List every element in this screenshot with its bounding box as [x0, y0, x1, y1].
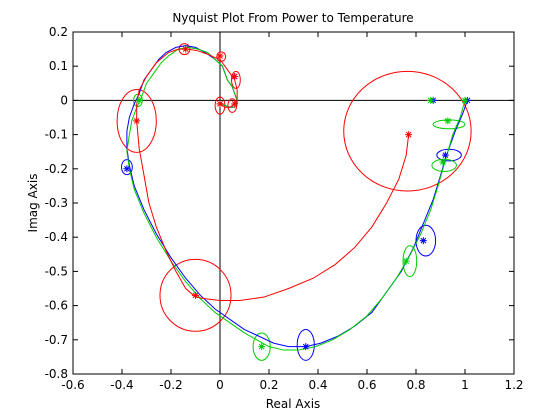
x-axis-label: Real Axis: [266, 397, 321, 411]
marker-asterisk: [405, 131, 413, 139]
frequency-marker-5: [302, 343, 310, 351]
marker-asterisk: [427, 96, 435, 104]
x-tick-label: 0.2: [259, 378, 278, 392]
marker-asterisk: [444, 117, 452, 125]
x-tick-label: -0.2: [159, 378, 182, 392]
frequency-marker-3: [441, 151, 449, 159]
y-axis-label: Imag Axis: [26, 174, 40, 233]
frequency-marker-16: [192, 291, 199, 299]
marker-asterisk: [441, 151, 449, 159]
uncertainty-ellipse-16: [431, 158, 457, 173]
marker-asterisk: [258, 343, 266, 351]
y-tick-label: 0.2: [49, 25, 68, 39]
frequency-marker-13: [258, 343, 266, 351]
marker-asterisk: [461, 96, 469, 104]
frequency-marker-4: [419, 237, 427, 245]
y-tick-label: -0.1: [45, 128, 68, 142]
uncertainty-ellipse-6: [231, 70, 241, 89]
y-ticks: 0.2 0.1 0 -0.1 -0.2 -0.3 -0.4 -0.5 -0.6 -0.7 -0.8: [45, 25, 514, 381]
y-tick-label: -0.5: [45, 264, 68, 278]
frequency-marker-17: [133, 117, 141, 125]
marker-asterisk: [231, 72, 239, 80]
y-tick-label: -0.4: [45, 230, 68, 244]
x-tick-label: 1: [461, 378, 469, 392]
y-tick-label: 0.1: [49, 59, 68, 73]
y-tick-label: -0.2: [45, 162, 68, 176]
frequency-marker-10: [444, 117, 452, 125]
y-tick-label: -0.8: [45, 367, 68, 381]
frequency-marker-14: [135, 96, 143, 104]
frequency-marker-18: [182, 45, 190, 53]
x-tick-label: 0.6: [357, 378, 376, 392]
frequency-marker-19: [216, 52, 224, 60]
series-lines: [126, 45, 468, 351]
frequency-marker-21: [231, 100, 239, 108]
zero-lines: [73, 32, 514, 374]
marker-asterisk: [182, 45, 190, 53]
marker-asterisk: [216, 52, 224, 60]
y-tick-label: 0: [60, 93, 68, 107]
marker-asterisk: [216, 100, 224, 108]
frequency-marker-22: [216, 100, 224, 108]
x-ticks: -0.6 -0.4 -0.2 0 0.2 0.4 0.6 0.8 1 1.2: [61, 32, 524, 392]
frequency-marker-11: [439, 158, 447, 166]
x-tick-label: 0.4: [308, 378, 327, 392]
x-tick-label: -0.4: [110, 378, 133, 392]
marker-asterisk: [419, 237, 427, 245]
y-tick-label: -0.6: [45, 299, 68, 313]
frequency-marker-6: [123, 165, 131, 173]
uncertainty-ellipse-1: [343, 70, 472, 192]
frequency-marker-15: [405, 131, 413, 139]
marker-asterisk: [231, 100, 239, 108]
plot-area: [73, 32, 514, 374]
x-tick-label: 0: [216, 378, 224, 392]
series-line-2: [126, 46, 466, 351]
marker-asterisk: [192, 291, 199, 299]
y-tick-label: -0.7: [45, 333, 68, 347]
x-tick-label: 1.2: [504, 378, 523, 392]
uncertainty-ellipse-2: [159, 258, 232, 332]
marker-asterisk: [135, 96, 143, 104]
y-tick-label: -0.3: [45, 196, 68, 210]
frequency-marker-9: [427, 96, 435, 104]
series-line-3: [136, 48, 410, 301]
frequency-markers: [123, 45, 471, 351]
marker-asterisk: [133, 117, 141, 125]
frequency-marker-8: [461, 96, 469, 104]
frequency-marker-12: [402, 257, 410, 265]
uncertainty-ellipse-3: [116, 88, 157, 153]
marker-asterisk: [302, 343, 310, 351]
marker-asterisk: [123, 165, 131, 173]
marker-asterisk: [439, 158, 447, 166]
chart-title: Nyquist Plot From Power to Temperature: [172, 11, 413, 25]
x-tick-label: -0.6: [61, 378, 84, 392]
frequency-marker-20: [231, 72, 239, 80]
marker-asterisk: [402, 257, 410, 265]
x-tick-label: 0.8: [406, 378, 425, 392]
uncertainty-ellipse-9: [121, 159, 133, 176]
